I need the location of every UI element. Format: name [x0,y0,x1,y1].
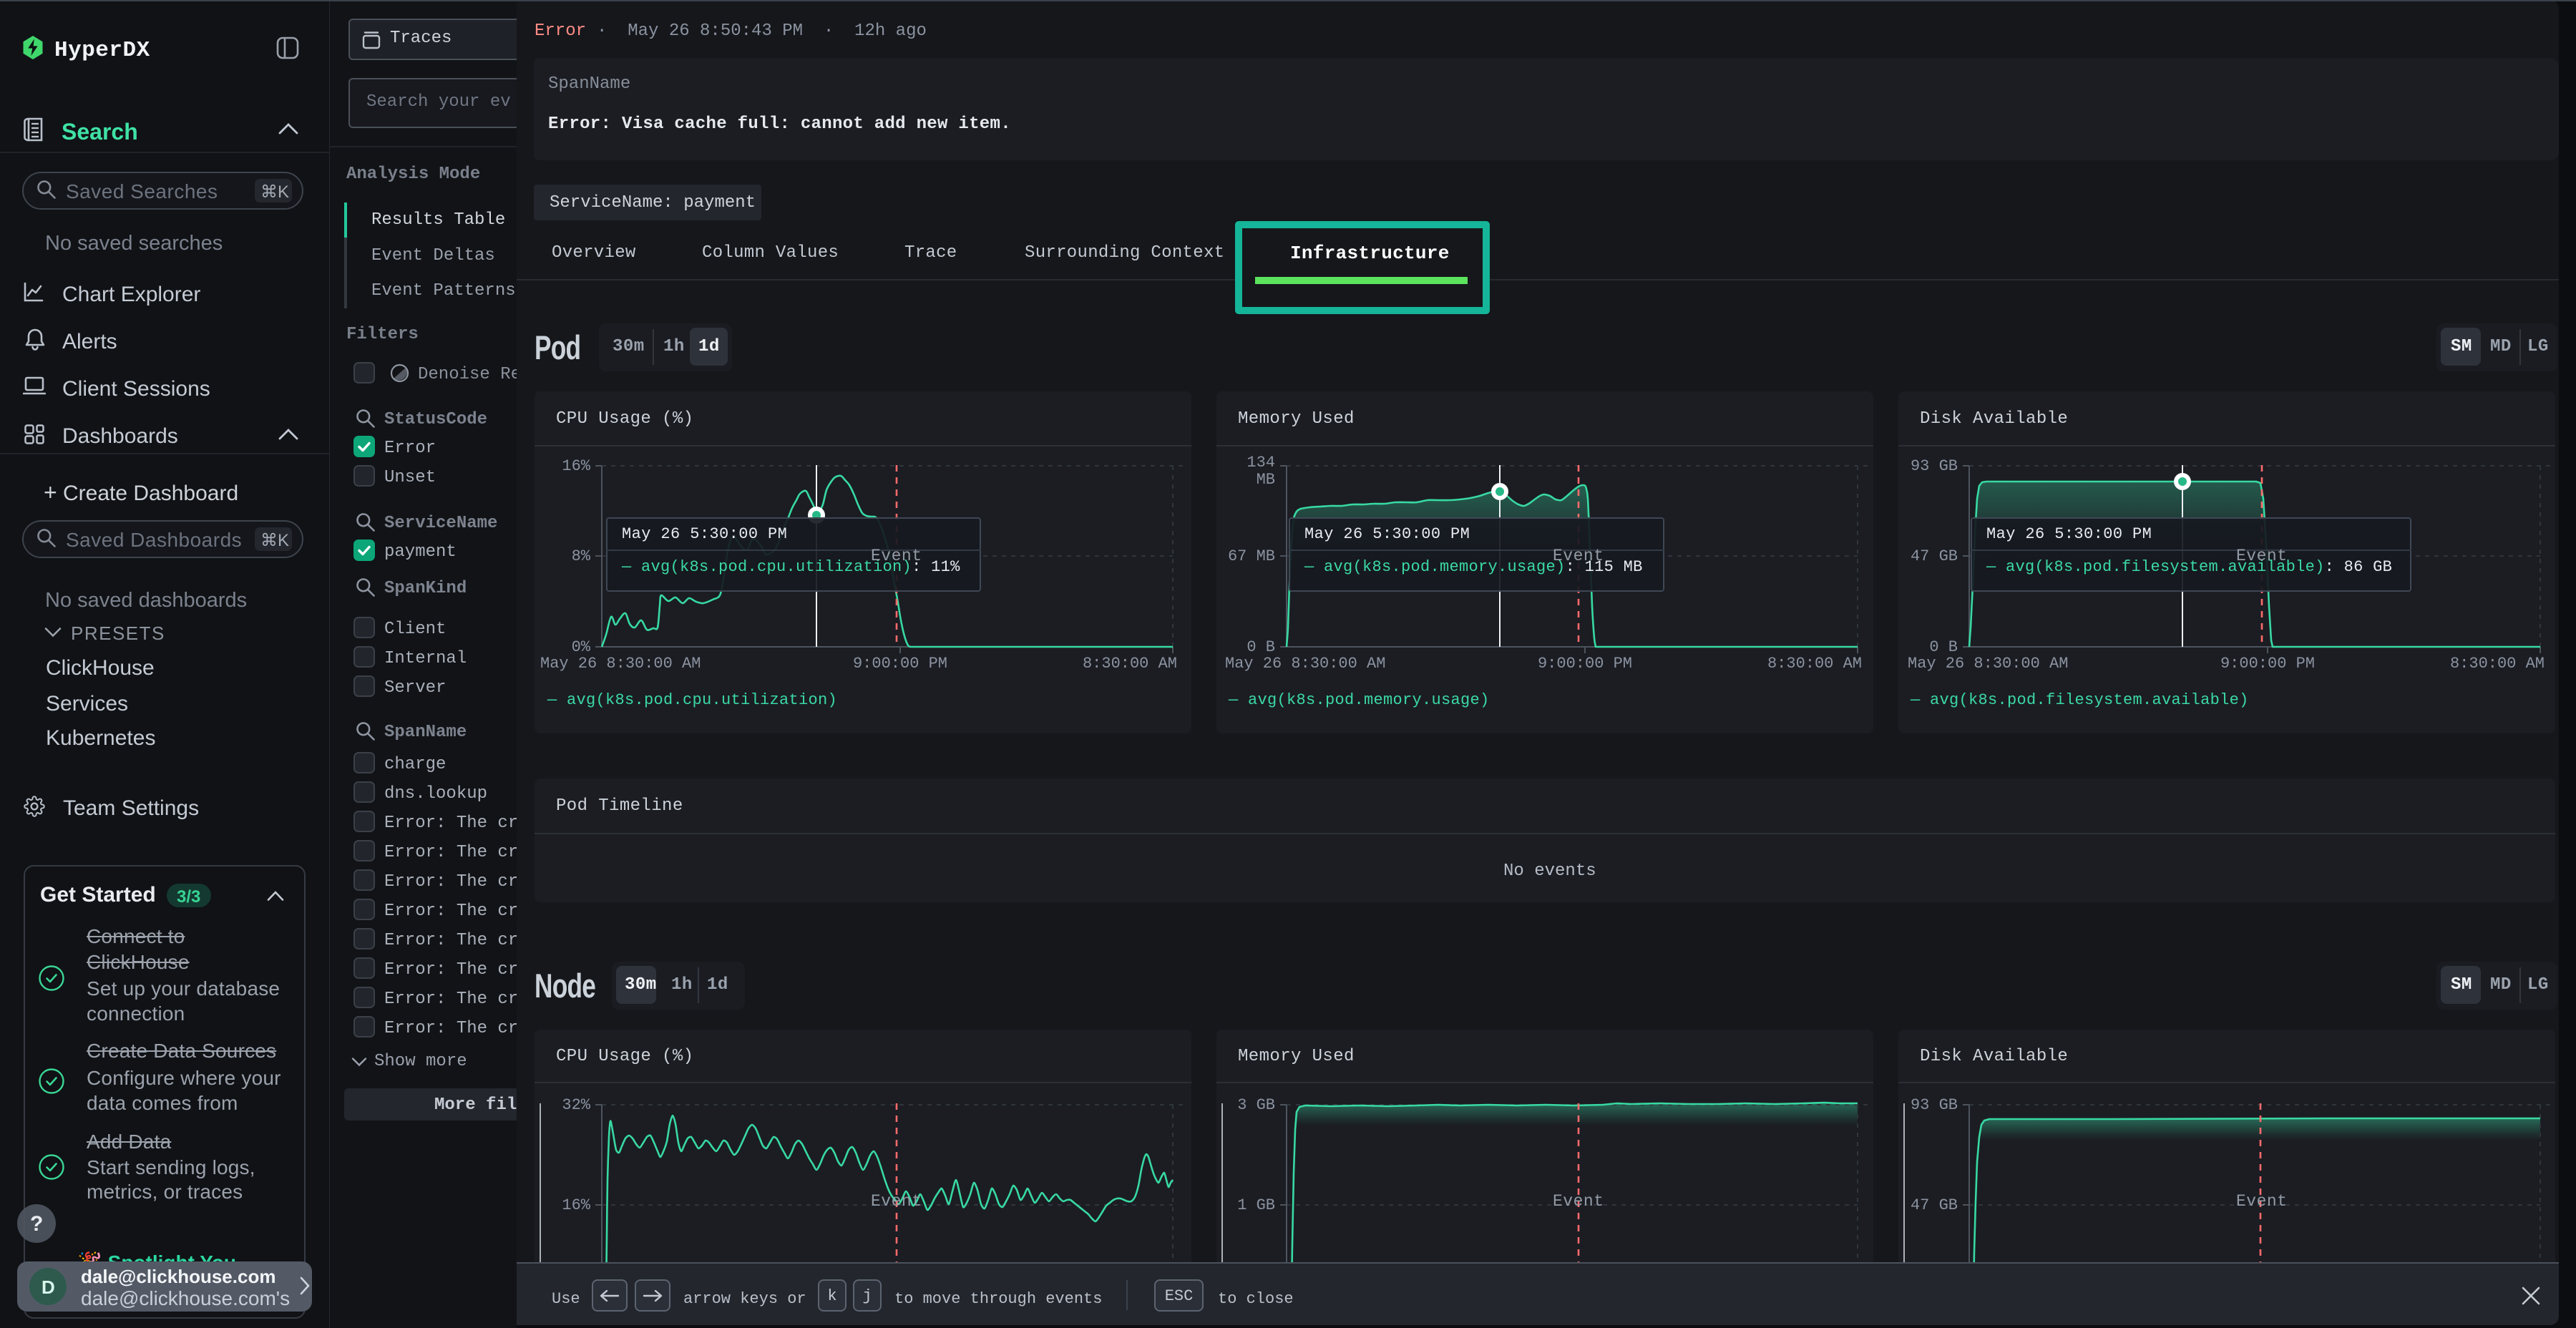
svg-text:134: 134 [1246,454,1275,472]
svg-text:0 B: 0 B [1246,638,1275,656]
svg-text:47 GB: 47 GB [1911,1196,1958,1214]
svg-text:May 26 8:30:00 AM: May 26 8:30:00 AM [1908,655,2068,673]
svg-text:0%: 0% [572,638,591,656]
svg-text:8:30:00 AM: 8:30:00 AM [1083,655,1177,673]
svg-text:May 26 8:30:00 AM: May 26 8:30:00 AM [540,655,701,673]
svg-text:16%: 16% [562,457,590,475]
svg-text:67 MB: 67 MB [1228,547,1275,565]
svg-text:8:30:00 AM: 8:30:00 AM [1767,655,1862,673]
svg-text:93 GB: 93 GB [1911,1096,1958,1114]
svg-text:3 GB: 3 GB [1237,1096,1275,1114]
svg-text:0 B: 0 B [1929,638,1958,656]
svg-text:8:30:00 AM: 8:30:00 AM [2450,655,2545,673]
svg-text:8%: 8% [572,547,591,565]
svg-text:32%: 32% [562,1096,590,1114]
svg-text:MB: MB [1257,471,1275,489]
svg-text:47 GB: 47 GB [1911,547,1958,565]
svg-text:9:00:00 PM: 9:00:00 PM [2220,655,2315,673]
svg-text:93 GB: 93 GB [1911,457,1958,475]
svg-text:9:00:00 PM: 9:00:00 PM [1538,655,1632,673]
svg-text:May 26 8:30:00 AM: May 26 8:30:00 AM [1225,655,1385,673]
svg-text:16%: 16% [562,1196,590,1214]
svg-text:1 GB: 1 GB [1237,1196,1275,1214]
svg-text:9:00:00 PM: 9:00:00 PM [853,655,947,673]
